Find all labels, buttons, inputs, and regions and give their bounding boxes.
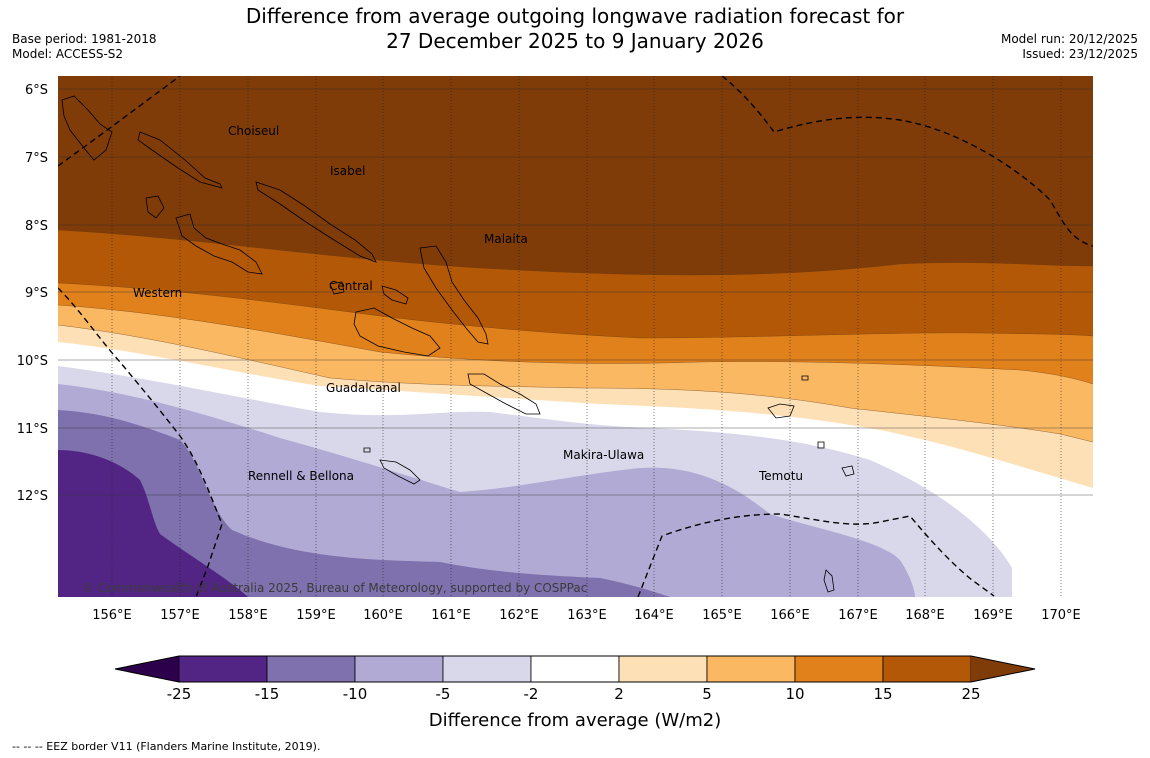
colorbar-tick-label: -5 [436, 685, 451, 703]
colorbar-cell [178, 655, 268, 683]
region-label-central: Central [329, 279, 373, 293]
copyright-notice: © Commonwealth of Australia 2025, Bureau… [82, 581, 587, 595]
colorbar-tick-label: 15 [873, 685, 892, 703]
longitude-axis: 156°E 157°E 158°E 159°E 160°E 161°E 162°… [92, 608, 1081, 623]
colorbar-tick-label: 10 [785, 685, 804, 703]
colorbar-tick-label: 25 [961, 685, 980, 703]
metadata-left: Base period: 1981-2018 Model: ACCESS-S2 [12, 32, 157, 62]
issued-date: Issued: 23/12/2025 [1022, 47, 1138, 61]
lon-label: 156°E [92, 608, 132, 623]
band-minus15-minus10 [58, 410, 670, 597]
band-minus10-minus5 [58, 384, 915, 597]
title-line-1: Difference from average outgoing longwav… [245, 4, 905, 28]
lat-label: 7°S [25, 151, 48, 166]
guadalcanal-island [353, 307, 441, 357]
colorbar-cells [178, 655, 972, 683]
lon-label: 159°E [296, 608, 336, 623]
lat-label: 11°S [17, 422, 48, 437]
colorbar-tick-label: -25 [167, 685, 192, 703]
region-label-choiseul: Choiseul [228, 124, 279, 138]
lon-label: 167°E [838, 608, 878, 623]
vella-lavella-island [145, 195, 165, 219]
lon-label: 164°E [634, 608, 674, 623]
reef-islands [801, 375, 809, 381]
colorbar-tick-label: 2 [614, 685, 624, 703]
lon-label: 169°E [973, 608, 1013, 623]
colorbar-cell [266, 655, 356, 683]
santa-cruz-small-isle [823, 569, 835, 593]
region-label-western: Western [133, 286, 182, 300]
lon-label: 168°E [905, 608, 945, 623]
colorbar-cell [882, 655, 972, 683]
colorbar-cell [442, 655, 532, 683]
region-label-rennell-bellona: Rennell & Bellona [248, 469, 354, 483]
metadata-right: Model run: 20/12/2025 Issued: 23/12/2025 [1001, 32, 1138, 62]
utupua-island [817, 441, 825, 449]
isabel-island [255, 181, 377, 263]
title-line-2: 27 December 2025 to 9 January 2026 [386, 29, 764, 53]
model-name: Model: ACCESS-S2 [12, 47, 124, 61]
colorbar-cell [706, 655, 796, 683]
lon-label: 165°E [702, 608, 742, 623]
colorbar-cell [530, 655, 620, 683]
eez-borders [58, 76, 1093, 597]
lat-label: 8°S [25, 219, 48, 234]
colorbar-tick-labels: -25 -15 -10 -5 -2 2 5 10 15 25 [167, 685, 981, 703]
latitude-axis: 6°S 7°S 8°S 9°S 10°S 11°S 12°S [17, 83, 48, 504]
colorbar-tick-label: 5 [702, 685, 712, 703]
colorbar-outline [114, 655, 1036, 683]
colorbar-cell [354, 655, 444, 683]
latitude-gridlines [58, 88, 1093, 496]
lon-label: 163°E [567, 608, 607, 623]
colorbar: -25 -15 -10 -5 -2 2 5 10 15 25 Difference from av… [114, 655, 1036, 731]
lon-label: 162°E [499, 608, 539, 623]
lat-label: 6°S [25, 83, 48, 98]
eez-legend-note: -- -- -- EEZ border V11 (Flanders Marine… [12, 740, 321, 753]
ndende-island [767, 403, 795, 419]
colorbar-tick-label: -2 [524, 685, 539, 703]
florida-islands [381, 285, 409, 305]
model-run: Model run: 20/12/2025 [1000, 32, 1138, 46]
shortland-islands [61, 95, 113, 161]
colorbar-tick-label: -10 [343, 685, 368, 703]
colorbar-tick-label: -15 [255, 685, 280, 703]
lon-label: 158°E [228, 608, 268, 623]
contour-bands: Choiseul Isabel Malaita Western Central … [58, 76, 1093, 597]
lat-label: 10°S [17, 354, 48, 369]
band-minus25-minus15 [58, 450, 248, 597]
lon-label: 157°E [160, 608, 200, 623]
new-georgia-island [175, 213, 263, 275]
lon-label: 160°E [363, 608, 403, 623]
choiseul-island [137, 131, 223, 189]
lat-label: 12°S [17, 489, 48, 504]
colorbar-extend-high [971, 656, 1035, 682]
makira-island [467, 373, 541, 415]
region-label-isabel: Isabel [330, 164, 365, 178]
region-label-temotu: Temotu [758, 469, 803, 483]
region-label-guadalcanal: Guadalcanal [326, 381, 401, 395]
lon-label: 161°E [431, 608, 471, 623]
lon-label: 166°E [770, 608, 810, 623]
page-title: Difference from average outgoing longwav… [200, 4, 950, 54]
vanikoro-island [841, 465, 855, 477]
rennell-island [379, 459, 421, 485]
region-label-malaita: Malaita [484, 232, 528, 246]
base-period: Base period: 1981-2018 [12, 32, 157, 46]
colorbar-extend-low [115, 656, 179, 682]
lon-label: 170°E [1041, 608, 1081, 623]
region-label-makira-ulawa: Makira-Ulawa [563, 448, 644, 462]
bellona-island [363, 447, 371, 453]
lat-label: 9°S [25, 286, 48, 301]
colorbar-cell [794, 655, 884, 683]
colorbar-cell [618, 655, 708, 683]
colorbar-title: Difference from average (W/m2) [429, 710, 721, 731]
